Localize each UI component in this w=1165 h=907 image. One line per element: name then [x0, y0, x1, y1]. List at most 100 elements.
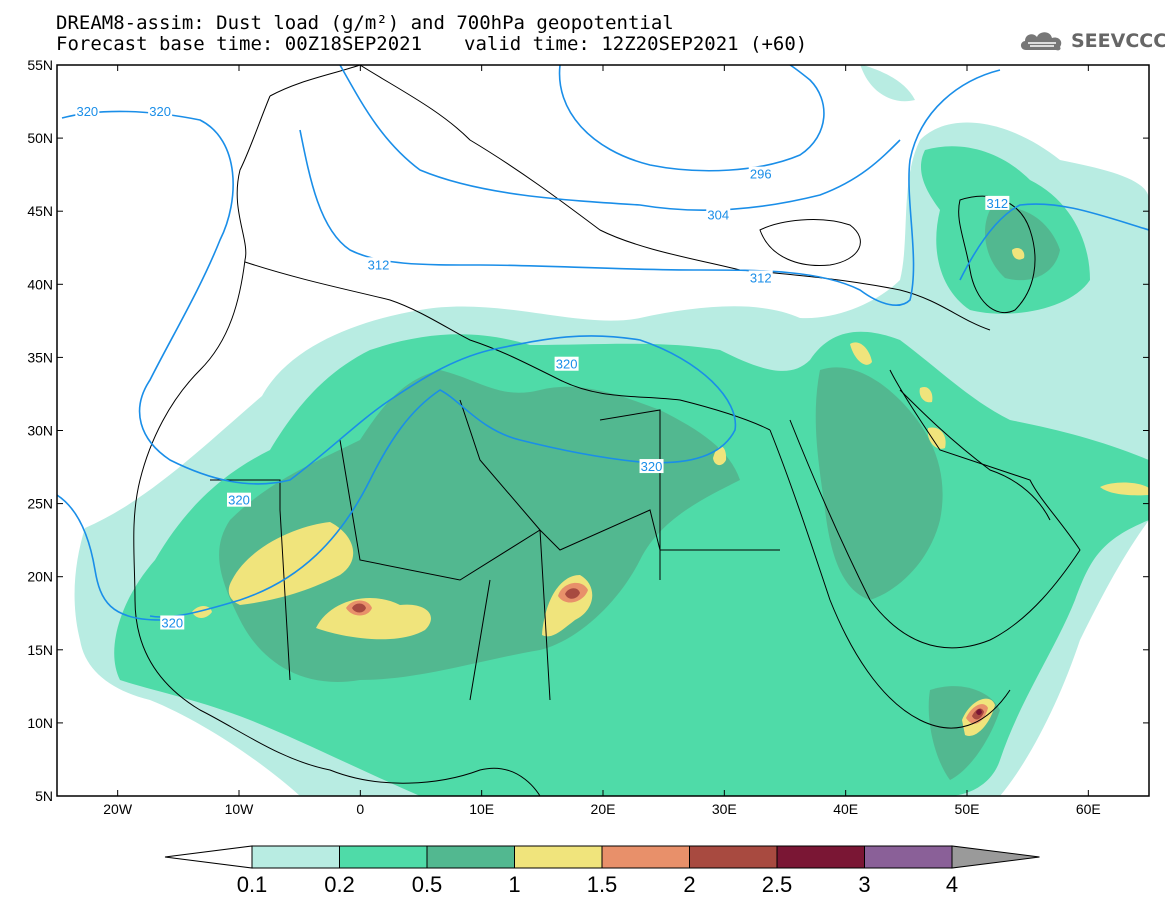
base-time: Forecast base time: 00Z18SEP2021	[56, 33, 423, 55]
dust-level-1-kaz	[1012, 247, 1025, 260]
contour-label: 320	[76, 104, 98, 119]
y-tick-label: 55N	[27, 57, 53, 73]
contour-label: 304	[707, 208, 729, 223]
x-tick-label: 30E	[712, 801, 737, 817]
x-tick-label: 20E	[591, 801, 616, 817]
colorbar-swatch	[339, 845, 428, 869]
colorbar-swatch	[864, 845, 953, 869]
arabia-coast	[789, 369, 1081, 649]
dust-level-0.1-north	[860, 65, 915, 102]
contour-label-bg	[366, 257, 391, 272]
colorbar-swatch	[601, 845, 690, 869]
dust-level-0.5-arabia	[815, 367, 943, 600]
axis-ticks: 20W 10W 0 10E 20E 30E 40E 50E 60E 55N 50N 45N 40N 35N…	[27, 57, 1149, 817]
colorbar: 0.1 0.2 0.5 1 1.5 2 2.5 3 4	[164, 845, 1040, 897]
contour-label: 312	[986, 196, 1008, 211]
contour-label-bg	[639, 459, 664, 474]
colorbar-label: 0.5	[412, 872, 443, 897]
contour-label-bg	[160, 615, 185, 630]
med-coast	[244, 261, 771, 431]
colorbar-label: 4	[946, 872, 958, 897]
x-tick-label: 0	[356, 801, 364, 817]
contour-312	[299, 69, 1001, 306]
persian-gulf	[899, 389, 1051, 521]
geopotential-contours	[57, 65, 1149, 621]
x-tick-label: 20W	[103, 801, 133, 817]
contour-label-group: 320 320 296 304 312 312 312 320 320 320 320	[75, 103, 1010, 630]
contour-312-east	[959, 203, 1149, 281]
seevccc-logo: SEEVCCC	[1018, 28, 1165, 54]
y-tick-label: 10N	[27, 715, 53, 731]
forecast-times: Forecast base time: 00Z18SEP2021 valid ti…	[56, 34, 807, 54]
contour-label: 312	[368, 257, 390, 272]
contour-label: 320	[556, 357, 578, 372]
y-tick-label: 50N	[27, 130, 53, 146]
contour-label-bg	[985, 195, 1010, 210]
y-tick-label: 25N	[27, 496, 53, 512]
europe-coast	[269, 65, 991, 331]
x-tick-label: 50E	[955, 801, 980, 817]
dust-level-2.5	[976, 709, 982, 715]
colorbar-swatch	[251, 845, 340, 869]
logo-text: SEEVCCC	[1071, 30, 1165, 52]
red-sea-west	[769, 429, 1011, 729]
contour-label-bg	[554, 356, 579, 371]
contour-320-north	[61, 110, 737, 618]
dust-level-1-mali	[228, 522, 354, 605]
colorbar-label: 1.5	[587, 872, 618, 897]
contour-label: 320	[149, 104, 171, 119]
y-tick-label: 20N	[27, 569, 53, 585]
y-tick-label: 15N	[27, 642, 53, 658]
x-tick-label: 60E	[1076, 801, 1101, 817]
y-tick-label: 45N	[27, 203, 53, 219]
dust-level-1-iraq	[850, 342, 872, 365]
colorbar-swatch	[689, 845, 778, 869]
dust-level-1-niger	[316, 598, 431, 640]
dust-level-2	[352, 603, 366, 613]
cloud-icon	[1020, 32, 1062, 51]
dust-level-2-chad	[565, 588, 580, 599]
contour-label-bg	[227, 492, 251, 507]
colorbar-label: 1	[508, 872, 520, 897]
contour-label-bg	[75, 103, 100, 118]
dust-level-0.5-kazakh	[985, 207, 1060, 281]
y-tick-label: 35N	[27, 349, 53, 365]
y-tick-label: 30N	[27, 423, 53, 439]
dust-level-1-gulf	[927, 427, 946, 449]
y-tick-label: 40N	[27, 276, 53, 292]
colorbar-high-arrow	[951, 845, 1040, 869]
dust-load-field	[74, 65, 1149, 796]
colorbar-label: 2.5	[762, 872, 793, 897]
dust-level-1-egypt	[713, 446, 727, 466]
borders-sahara	[210, 399, 780, 701]
contour-label: 320	[641, 459, 663, 474]
contour-320-west	[57, 494, 161, 621]
colorbar-swatch	[426, 845, 515, 869]
valid-time: valid time: 12Z20SEP2021 (+60)	[464, 33, 808, 55]
contour-label-bg	[706, 207, 731, 222]
colorbar-label: 0.2	[324, 872, 355, 897]
contour-label: 312	[750, 270, 772, 285]
colorbar-swatch	[514, 845, 603, 869]
contour-label-bg	[148, 103, 173, 118]
contour-label: 320	[228, 493, 250, 508]
map-title: DREAM8-assim: Dust load (g/m²) and 700hP…	[56, 12, 674, 34]
colorbar-swatch	[776, 845, 865, 869]
colorbar-label: 2	[683, 872, 695, 897]
dust-level-1-kuwait	[919, 386, 933, 403]
dust-level-0.1-gulf	[1000, 328, 1149, 480]
coastlines	[133, 65, 1081, 796]
africa-coast	[133, 95, 541, 796]
black-sea	[759, 219, 861, 267]
contour-label: 320	[161, 615, 183, 630]
colorbar-label: 3	[858, 872, 870, 897]
x-tick-label: 10W	[225, 801, 255, 817]
colorbar-low-arrow	[164, 845, 253, 869]
contour-296	[558, 65, 825, 172]
contour-label-bg	[748, 166, 773, 181]
y-tick-label: 5N	[35, 788, 53, 804]
contour-304	[339, 65, 901, 212]
colorbar-label: 0.1	[237, 872, 268, 897]
x-tick-label: 10E	[469, 801, 494, 817]
